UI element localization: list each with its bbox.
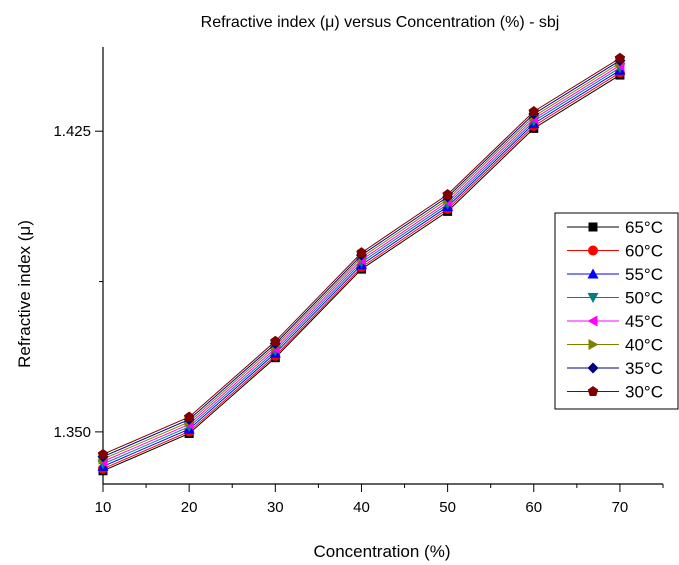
series-layer <box>97 52 626 476</box>
x-tick-label: 40 <box>353 499 370 516</box>
data-point <box>270 335 281 346</box>
legend-marker <box>588 222 598 232</box>
y-axis: 1.350 1.425 <box>53 123 103 441</box>
x-axis: 10 20 30 40 50 60 70 <box>95 484 664 516</box>
x-tick-label: 70 <box>612 499 629 516</box>
legend-marker <box>587 386 599 396</box>
y-tick-label: 1.425 <box>53 123 91 140</box>
series-55°C <box>97 64 626 471</box>
legend-box <box>554 212 679 410</box>
legend-label: 60°C <box>625 242 663 261</box>
x-tick-label: 30 <box>267 499 284 516</box>
legend-item: 65°C <box>567 218 663 237</box>
data-point <box>97 448 109 459</box>
series-65°C <box>98 70 625 476</box>
legend-label: 55°C <box>625 265 663 284</box>
x-axis-label: Concentration (%) <box>313 542 450 561</box>
x-tick-label: 50 <box>439 499 456 516</box>
series-50°C <box>97 63 626 470</box>
legend-item: 45°C <box>567 312 663 331</box>
legend-item: 30°C <box>567 383 663 402</box>
series-60°C <box>98 67 625 474</box>
legend-label: 40°C <box>625 336 663 355</box>
chart-title: Refractive index (μ) versus Concentratio… <box>201 14 560 31</box>
legend-label: 45°C <box>625 312 663 331</box>
x-tick-label: 20 <box>181 499 198 516</box>
legend-marker <box>588 245 598 256</box>
plot-area <box>102 47 663 485</box>
legend-label: 50°C <box>625 289 663 308</box>
series-30°C <box>97 52 626 459</box>
legend-item: 40°C <box>567 336 663 355</box>
data-point <box>356 247 367 258</box>
legend-item: 60°C <box>567 242 663 261</box>
legend: 65°C 60°C 55°C 50°C 45°C 40°C 35°C 30°C <box>554 212 679 410</box>
legend-marker <box>587 315 598 327</box>
legend-item: 55°C <box>567 265 663 284</box>
legend-item: 50°C <box>567 289 663 308</box>
data-point <box>183 411 195 422</box>
legend-item: 35°C <box>567 359 663 378</box>
data-point <box>442 189 453 199</box>
data-point <box>528 106 540 116</box>
legend-marker <box>588 339 599 350</box>
data-point <box>614 52 626 63</box>
legend-marker <box>587 293 599 303</box>
legend-marker <box>587 268 599 279</box>
x-tick-label: 10 <box>95 499 112 516</box>
x-tick-label: 60 <box>525 499 542 516</box>
legend-label: 65°C <box>625 218 663 237</box>
legend-label: 35°C <box>625 359 663 378</box>
y-axis-label: Refractive index (μ) <box>15 220 34 368</box>
legend-marker <box>587 362 599 374</box>
y-tick-label: 1.350 <box>53 424 91 441</box>
legend-label: 30°C <box>625 383 663 402</box>
